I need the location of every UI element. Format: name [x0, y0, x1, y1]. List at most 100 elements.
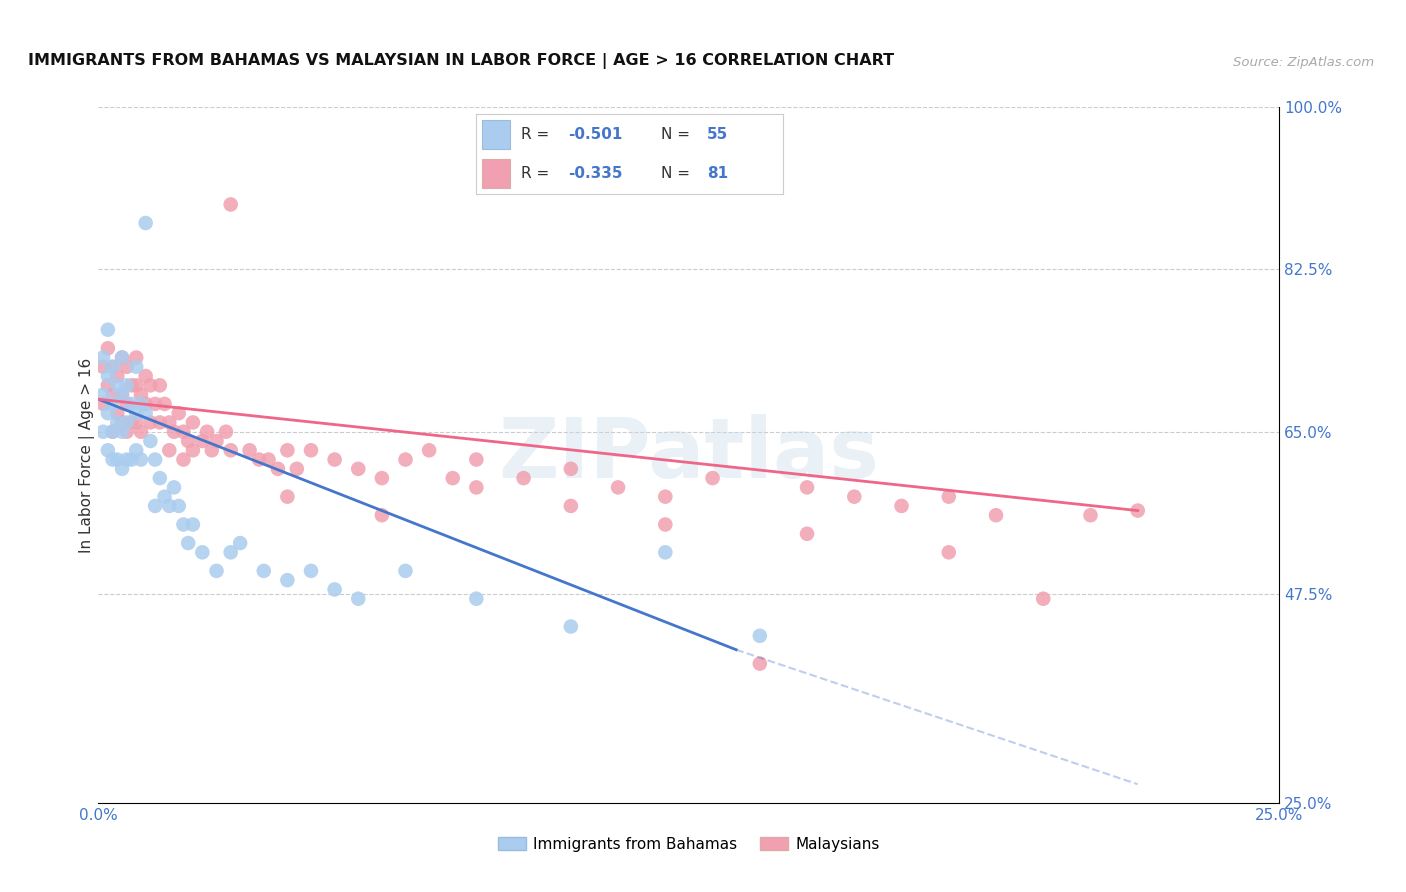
Y-axis label: In Labor Force | Age > 16: In Labor Force | Age > 16 — [79, 358, 96, 552]
Point — [172, 452, 194, 467]
Point — [91, 351, 114, 365]
Point — [267, 462, 290, 476]
Point — [121, 452, 143, 467]
Point — [1126, 503, 1149, 517]
Point — [253, 564, 276, 578]
Point — [153, 397, 176, 411]
Point — [125, 359, 148, 374]
Point — [938, 490, 960, 504]
Point — [163, 480, 186, 494]
Point — [115, 425, 138, 439]
Point — [115, 452, 138, 467]
Point — [129, 387, 152, 401]
Point — [143, 499, 166, 513]
Point — [205, 434, 228, 448]
Point — [115, 359, 138, 374]
Point — [215, 425, 238, 439]
Point — [299, 443, 322, 458]
Point — [219, 197, 242, 211]
Point — [465, 591, 488, 606]
Point — [299, 564, 322, 578]
Point — [195, 425, 218, 439]
Point — [465, 480, 488, 494]
Point — [219, 443, 242, 458]
Point — [153, 490, 176, 504]
Point — [149, 471, 172, 485]
Point — [135, 369, 157, 384]
Point — [748, 657, 770, 671]
Point — [125, 378, 148, 392]
Point — [276, 490, 298, 504]
Point — [654, 490, 676, 504]
Point — [247, 452, 270, 467]
Point — [115, 416, 138, 430]
Point — [111, 387, 134, 401]
Point — [323, 582, 346, 597]
Point — [984, 508, 1007, 523]
Point — [101, 425, 124, 439]
Point — [172, 425, 194, 439]
Point — [418, 443, 440, 458]
Point — [702, 471, 724, 485]
Point — [97, 341, 120, 355]
Point — [115, 378, 138, 392]
Point — [125, 351, 148, 365]
Point — [111, 462, 134, 476]
Point — [143, 452, 166, 467]
Point — [177, 434, 200, 448]
Point — [394, 564, 416, 578]
Point — [101, 387, 124, 401]
Legend: Immigrants from Bahamas, Malaysians: Immigrants from Bahamas, Malaysians — [492, 830, 886, 858]
Point — [1080, 508, 1102, 523]
Point — [371, 471, 394, 485]
Point — [135, 406, 157, 420]
Point — [654, 517, 676, 532]
Point — [285, 462, 308, 476]
Point — [205, 564, 228, 578]
Point — [347, 462, 370, 476]
Point — [121, 416, 143, 430]
Point — [191, 545, 214, 559]
Point — [748, 629, 770, 643]
Point — [111, 351, 134, 365]
Point — [105, 452, 128, 467]
Point — [560, 499, 582, 513]
Point — [796, 480, 818, 494]
Point — [157, 499, 180, 513]
Point — [105, 369, 128, 384]
Point — [129, 397, 152, 411]
Point — [101, 397, 124, 411]
Point — [121, 378, 143, 392]
Point — [347, 591, 370, 606]
Point — [560, 619, 582, 633]
Point — [163, 425, 186, 439]
Point — [394, 452, 416, 467]
Point — [796, 526, 818, 541]
Point — [938, 545, 960, 559]
Point — [111, 416, 134, 430]
Text: IMMIGRANTS FROM BAHAMAS VS MALAYSIAN IN LABOR FORCE | AGE > 16 CORRELATION CHART: IMMIGRANTS FROM BAHAMAS VS MALAYSIAN IN … — [28, 53, 894, 69]
Text: Source: ZipAtlas.com: Source: ZipAtlas.com — [1233, 56, 1374, 69]
Point — [121, 397, 143, 411]
Point — [465, 452, 488, 467]
Point — [167, 499, 190, 513]
Point — [239, 443, 262, 458]
Point — [97, 406, 120, 420]
Point — [654, 545, 676, 559]
Point — [441, 471, 464, 485]
Point — [323, 452, 346, 467]
Point — [91, 397, 114, 411]
Point — [97, 378, 120, 392]
Point — [97, 443, 120, 458]
Point — [125, 406, 148, 420]
Point — [181, 443, 204, 458]
Point — [181, 416, 204, 430]
Point — [139, 416, 162, 430]
Point — [371, 508, 394, 523]
Text: ZIPatlas: ZIPatlas — [499, 415, 879, 495]
Point — [149, 416, 172, 430]
Point — [125, 416, 148, 430]
Point — [135, 216, 157, 230]
Point — [101, 452, 124, 467]
Point — [105, 406, 128, 420]
